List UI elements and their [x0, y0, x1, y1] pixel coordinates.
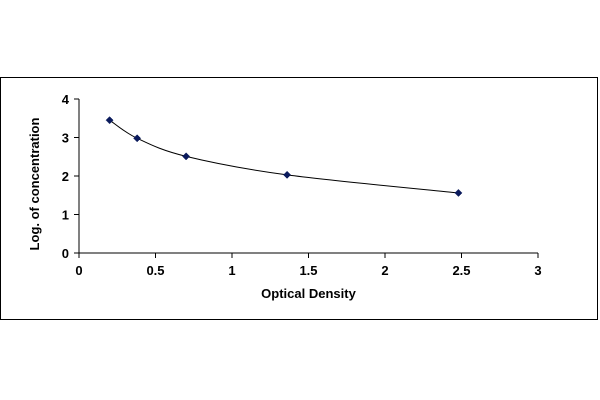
y-tick-label: 2	[62, 169, 69, 184]
series-curve	[109, 119, 459, 194]
y-tick-label: 4	[62, 92, 70, 107]
chart-plot: 0 0.5 1 1.5 2 2.5 3 0 1 2 3 4 Optical Density Log.…	[27, 92, 542, 301]
data-point	[454, 188, 463, 197]
y-tick-label: 1	[62, 208, 69, 223]
x-ticks: 0 0.5 1 1.5 2 2.5 3	[75, 253, 542, 278]
data-point	[133, 134, 142, 143]
x-tick-label: 2.5	[452, 263, 470, 278]
data-point	[283, 170, 292, 179]
x-tick-label: 0	[75, 263, 82, 278]
x-axis-label: Optical Density	[261, 286, 356, 301]
series-points	[105, 116, 463, 197]
y-tick-label: 3	[62, 131, 69, 146]
y-axis-label: Log. of concentration	[27, 118, 42, 251]
chart-frame: 0 0.5 1 1.5 2 2.5 3 0 1 2 3 4 Optical Density Log.…	[0, 77, 598, 320]
data-point	[182, 152, 191, 161]
y-tick-label: 0	[62, 246, 69, 261]
x-tick-label: 1.5	[299, 263, 317, 278]
data-point	[105, 116, 114, 125]
chart-axes	[78, 99, 538, 254]
x-tick-label: 1	[228, 263, 235, 278]
y-ticks: 0 1 2 3 4	[62, 92, 79, 261]
x-tick-label: 2	[381, 263, 388, 278]
x-tick-label: 0.5	[146, 263, 164, 278]
x-tick-label: 3	[534, 263, 541, 278]
